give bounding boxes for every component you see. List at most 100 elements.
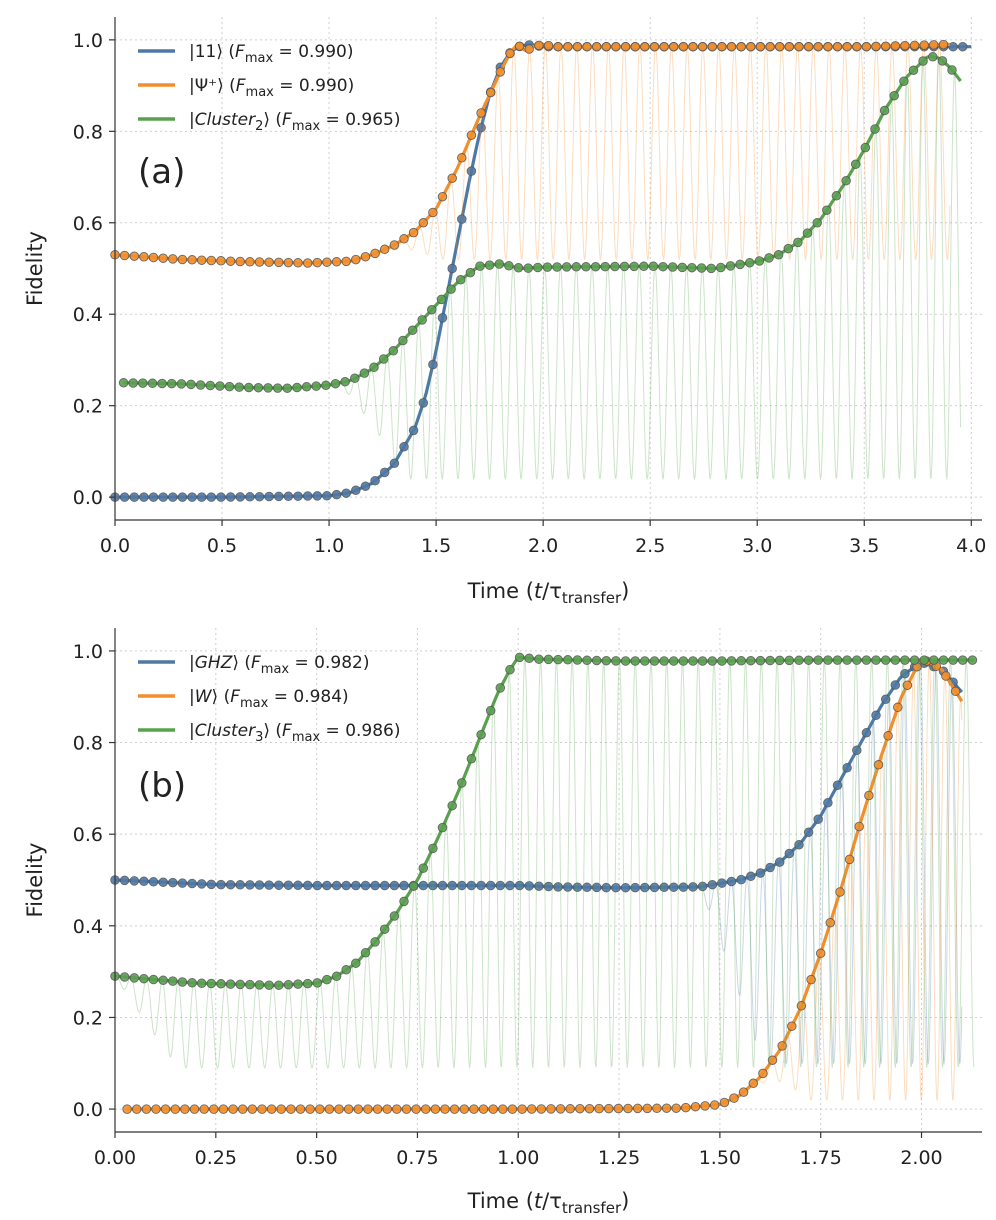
series-marker xyxy=(225,256,236,266)
series-marker xyxy=(572,655,583,665)
series-marker xyxy=(659,41,669,52)
series-marker xyxy=(707,656,718,666)
series-marker xyxy=(844,854,855,865)
series-marker xyxy=(418,880,429,891)
series-marker xyxy=(196,255,207,265)
x-axis-label-sub: transfer xyxy=(562,589,622,607)
series-marker xyxy=(312,978,323,988)
series-marker xyxy=(860,142,871,153)
series-marker xyxy=(498,1104,508,1114)
series-marker xyxy=(475,261,485,271)
series-marker xyxy=(620,656,631,666)
x-axis-label-slash: /τ xyxy=(542,1189,562,1213)
series-marker xyxy=(237,1104,248,1114)
series-marker xyxy=(131,1104,142,1114)
series-marker xyxy=(379,924,390,934)
series-marker xyxy=(572,882,583,892)
legend-entry-0: |11⟩ (Fmax = 0.990) xyxy=(189,42,354,66)
series-marker xyxy=(466,880,477,891)
series-marker xyxy=(119,492,130,502)
series-marker xyxy=(582,41,592,52)
series-marker xyxy=(707,879,718,890)
series-marker xyxy=(264,257,274,267)
series-marker xyxy=(469,1104,479,1114)
series-marker xyxy=(591,41,602,52)
series-marker xyxy=(170,1104,181,1114)
x-tick-label: 1.50 xyxy=(699,1147,741,1169)
series-marker xyxy=(543,654,554,665)
series-marker xyxy=(774,857,785,867)
series-marker xyxy=(524,653,534,664)
series-marker xyxy=(601,41,612,52)
series-marker xyxy=(129,973,140,983)
series-marker xyxy=(476,729,486,740)
series-marker xyxy=(322,257,332,267)
series-marker xyxy=(209,1104,219,1114)
panel-label: (b) xyxy=(138,766,186,806)
series-marker xyxy=(139,876,149,887)
x-tick-label: 1.00 xyxy=(497,1147,539,1169)
series-marker xyxy=(428,880,438,891)
legend-pre: | xyxy=(189,687,195,707)
series-marker xyxy=(555,1104,566,1114)
series-marker xyxy=(793,237,803,248)
series-marker xyxy=(119,875,130,886)
series-marker xyxy=(594,1103,604,1114)
series-marker xyxy=(787,1021,797,1031)
series-marker xyxy=(293,979,303,989)
x-tick-label: 2.00 xyxy=(900,1147,942,1169)
series-marker xyxy=(225,492,236,502)
series-marker xyxy=(177,878,188,888)
series-marker xyxy=(842,655,852,665)
series-marker xyxy=(119,972,130,982)
series-marker xyxy=(697,656,708,666)
y-tick-label: 0.2 xyxy=(73,1007,103,1029)
series-marker xyxy=(671,1103,681,1113)
y-axis-label: Fidelity xyxy=(23,231,47,306)
series-marker xyxy=(379,467,390,478)
series-marker xyxy=(408,227,419,238)
series-marker xyxy=(199,1104,209,1114)
x-tick-label: 2.5 xyxy=(635,535,665,557)
series-marker xyxy=(729,1093,739,1103)
series-marker xyxy=(767,1055,778,1065)
y-tick-label: 0.6 xyxy=(73,213,103,235)
y-tick-label: 0.6 xyxy=(73,824,103,846)
series-marker xyxy=(514,880,525,891)
series-marker xyxy=(254,257,265,267)
series-marker xyxy=(398,335,408,346)
x-axis-label-close: ) xyxy=(621,1189,629,1213)
series-marker xyxy=(736,656,746,666)
series-marker xyxy=(488,1104,498,1114)
series-marker xyxy=(129,251,140,261)
series-marker xyxy=(363,1104,373,1114)
series-marker xyxy=(449,1104,460,1114)
series-marker xyxy=(850,159,861,169)
series-marker xyxy=(389,240,400,250)
x-axis-label-var: t xyxy=(534,1189,543,1213)
series-marker xyxy=(302,491,313,501)
series-marker xyxy=(950,686,961,697)
series-marker xyxy=(408,425,419,436)
legend-var: F xyxy=(282,721,292,741)
series-marker xyxy=(465,267,476,278)
series-marker xyxy=(302,880,313,891)
legend-var: F xyxy=(282,110,292,130)
series-marker xyxy=(235,979,245,990)
legend-var-sub: max xyxy=(246,85,275,100)
x-axis-label-var: t xyxy=(534,579,543,603)
series-marker xyxy=(305,1104,315,1114)
series-marker xyxy=(553,882,563,892)
series-marker xyxy=(513,263,524,273)
series-marker xyxy=(478,1104,489,1114)
series-marker xyxy=(274,880,284,890)
series-marker xyxy=(678,882,689,892)
series-marker xyxy=(640,41,650,52)
series-marker xyxy=(852,745,862,756)
series-marker xyxy=(796,1001,807,1011)
series-marker xyxy=(688,41,698,52)
series-marker xyxy=(235,256,245,267)
series-marker xyxy=(803,827,814,838)
series-marker xyxy=(321,380,331,391)
